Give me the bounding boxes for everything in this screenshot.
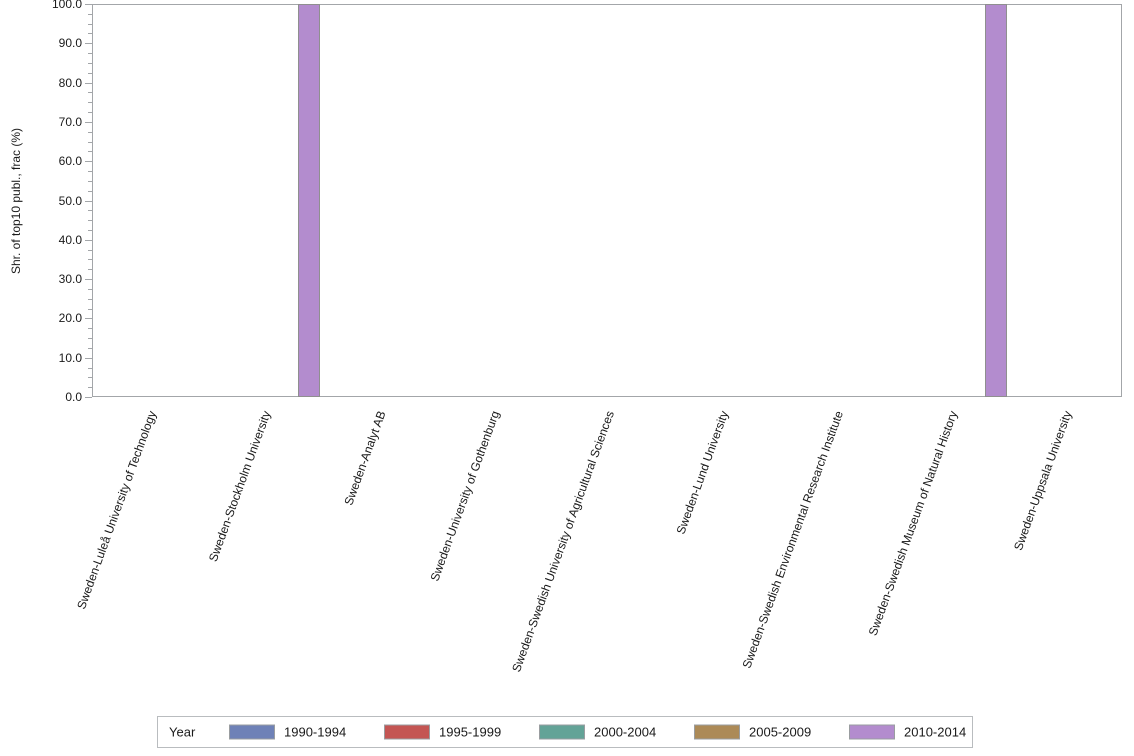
y-axis-minor-tick	[88, 328, 92, 329]
y-axis-minor-tick	[88, 299, 92, 300]
y-axis-minor-tick	[88, 210, 92, 211]
legend-label: 2010-2014	[904, 724, 967, 740]
y-axis-minor-tick	[88, 53, 92, 54]
legend-label: 1995-1999	[439, 724, 502, 740]
y-axis-minor-tick	[88, 377, 92, 378]
y-axis-major-tick	[85, 161, 92, 162]
x-axis-label: Sweden-Uppsala University	[1011, 409, 1075, 553]
y-axis-major-tick	[85, 318, 92, 319]
y-axis-tick-label: 80.0	[58, 75, 82, 90]
y-axis-minor-tick	[88, 102, 92, 103]
x-axis-label: Sweden-Swedish Museum of Natural History	[865, 409, 961, 638]
y-axis-minor-tick	[88, 250, 92, 251]
x-axis-label: Sweden-Luleå University of Technology	[74, 409, 160, 612]
bar-2010-2014-Sweden-Stockholm University	[298, 4, 320, 397]
y-axis-minor-tick	[88, 348, 92, 349]
x-axis-label: Sweden-Stockholm University	[206, 409, 274, 564]
y-axis-minor-tick	[88, 92, 92, 93]
y-axis-tick-label: 60.0	[58, 154, 82, 169]
y-axis-major-tick	[85, 43, 92, 44]
y-axis-minor-tick	[88, 269, 92, 270]
y-axis-tick-label: 30.0	[58, 272, 82, 287]
y-axis-minor-tick	[88, 63, 92, 64]
y-axis-minor-tick	[88, 220, 92, 221]
x-axis-label: Sweden-Swedish Environmental Research In…	[739, 409, 847, 671]
legend-label: 2005-2009	[749, 724, 812, 740]
y-axis-major-tick	[85, 122, 92, 123]
legend-swatch-icon	[694, 724, 740, 740]
y-axis-tick-label: 90.0	[58, 36, 82, 51]
y-axis-minor-tick	[88, 73, 92, 74]
legend-label: 1990-1994	[284, 724, 347, 740]
legend-item-2010-2014: 2010-2014	[849, 724, 967, 740]
y-axis-minor-tick	[88, 230, 92, 231]
y-axis-major-tick	[85, 83, 92, 84]
legend-swatch-icon	[384, 724, 430, 740]
y-axis-minor-tick	[88, 112, 92, 113]
x-axis-label: Sweden-University of Gothenburg	[427, 409, 503, 584]
legend-swatch-icon	[849, 724, 895, 740]
y-axis-minor-tick	[88, 387, 92, 388]
x-axis-label: Sweden-Analyt AB	[341, 409, 389, 508]
y-axis-tick-label: 100.0	[51, 0, 82, 11]
legend-label: 2000-2004	[594, 724, 657, 740]
y-axis-minor-tick	[88, 289, 92, 290]
x-axis-label: Sweden-Swedish University of Agricultura…	[509, 409, 618, 674]
legend-item-1995-1999: 1995-1999	[384, 724, 502, 740]
y-axis-minor-tick	[88, 171, 92, 172]
legend-title: Year	[169, 724, 196, 740]
y-axis-minor-tick	[88, 181, 92, 182]
y-axis-major-tick	[85, 358, 92, 359]
legend-swatch-icon	[539, 724, 585, 740]
y-axis-minor-tick	[88, 14, 92, 15]
y-axis-minor-tick	[88, 24, 92, 25]
y-axis-tick-label: 70.0	[58, 114, 82, 129]
y-axis-minor-tick	[88, 338, 92, 339]
legend-item-1990-1994: 1990-1994	[229, 724, 347, 740]
y-axis-tick-label: 40.0	[58, 232, 82, 247]
y-axis-major-tick	[85, 4, 92, 5]
y-axis-minor-tick	[88, 259, 92, 260]
y-axis-minor-tick	[88, 33, 92, 34]
y-axis-minor-tick	[88, 309, 92, 310]
y-axis-major-tick	[85, 397, 92, 398]
y-axis-minor-tick	[88, 142, 92, 143]
legend: Year 1990-1994 1995-1999 2000-2004 2005-200…	[157, 716, 973, 748]
x-axis-label: Sweden-Lund University	[673, 409, 732, 537]
plot-area	[92, 4, 1122, 397]
y-axis-tick-label: 10.0	[58, 350, 82, 365]
y-axis-major-tick	[85, 201, 92, 202]
y-axis-minor-tick	[88, 191, 92, 192]
legend-item-2000-2004: 2000-2004	[539, 724, 657, 740]
y-axis-minor-tick	[88, 151, 92, 152]
y-axis-major-tick	[85, 279, 92, 280]
y-axis-tick-label: 20.0	[58, 311, 82, 326]
y-axis-major-tick	[85, 240, 92, 241]
bar-2010-2014-Sweden-Swedish Museum of Natural History	[984, 4, 1007, 397]
legend-item-2005-2009: 2005-2009	[694, 724, 812, 740]
y-axis-minor-tick	[88, 368, 92, 369]
legend-swatch-icon	[229, 724, 275, 740]
y-axis-tick-label: 50.0	[58, 193, 82, 208]
y-axis-minor-tick	[88, 132, 92, 133]
y-axis-tick-label: 0.0	[65, 390, 82, 404]
